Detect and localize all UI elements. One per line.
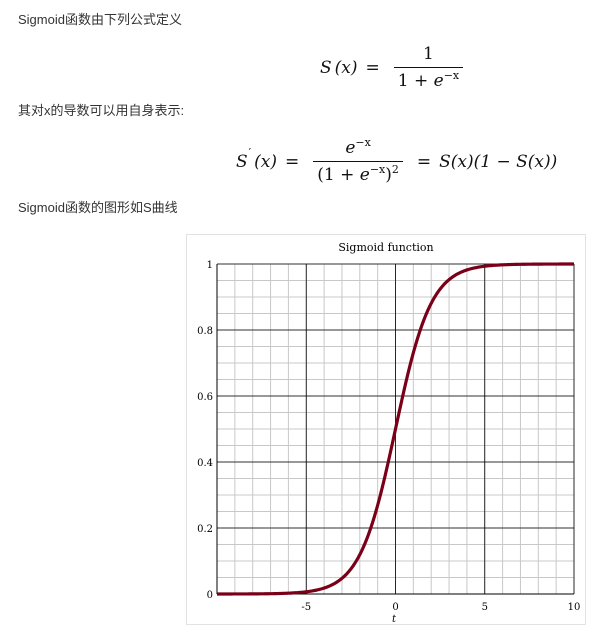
- denominator-term: 1 +: [397, 71, 434, 91]
- derivative-text: 其对x的导数可以用自身表示:: [18, 103, 185, 118]
- exp-power: −x: [369, 163, 386, 176]
- x-axis-label: t: [392, 614, 397, 625]
- square-power: 2: [391, 163, 399, 176]
- formula-lhs-arg: (x): [334, 57, 358, 78]
- y-tick-label: 0.4: [197, 458, 213, 469]
- formula-rhs: S(x)(1 − S(x)): [439, 151, 558, 172]
- derivative-formula: S ′ (x) = e−x (1 + e−x)2 = S(x)(1 − S(x)): [236, 136, 558, 185]
- exp-power: −x: [443, 69, 460, 82]
- formula-lhs: S: [320, 57, 332, 78]
- chart-tick-labels: -5 0 5 10 0 0.2 0.4 0.6 0.8 1: [197, 260, 580, 613]
- fraction-numerator: 1: [423, 44, 434, 64]
- sigmoid-curve: [216, 262, 575, 596]
- exp-base: e: [359, 165, 370, 185]
- fraction-denominator: 1 + e−x: [393, 67, 464, 91]
- equals-sign: =: [285, 151, 300, 172]
- x-tick-label: 5: [482, 602, 488, 613]
- y-tick-label: 1: [207, 260, 213, 271]
- x-tick-label: -5: [301, 602, 311, 613]
- denominator-open: (1 +: [317, 165, 360, 185]
- sigmoid-formula: S (x) = 1 1 + e−x: [320, 44, 469, 91]
- y-tick-label: 0: [207, 590, 213, 601]
- fraction-numerator: e−x: [341, 136, 374, 161]
- x-tick-label: 0: [392, 602, 398, 613]
- prime-mark: ′: [248, 146, 252, 159]
- sigmoid-chart: Sigmoid function -5 0 5 10 0 0.2 0.4 0.6 0.8 1 t: [197, 241, 580, 625]
- chart-series: [216, 262, 575, 596]
- exp-base: e: [345, 138, 356, 158]
- exp-base: e: [433, 71, 444, 91]
- denominator-close: ): [385, 165, 392, 185]
- x-tick-label: 10: [568, 602, 581, 613]
- chart-title: Sigmoid function: [338, 241, 433, 254]
- y-tick-label: 0.8: [197, 326, 213, 337]
- intro-text: Sigmoid函数由下列公式定义: [18, 12, 182, 27]
- exp-power: −x: [355, 136, 371, 149]
- formula-lhs-arg: (x): [254, 151, 278, 172]
- formula-lhs: S: [236, 151, 248, 172]
- y-tick-label: 0.2: [197, 524, 213, 535]
- graph-caption: Sigmoid函数的图形如S曲线: [18, 200, 178, 215]
- equals-sign: =: [365, 57, 380, 78]
- y-tick-label: 0.6: [197, 392, 213, 403]
- equals-sign: =: [416, 151, 432, 172]
- fraction: e−x (1 + e−x)2: [313, 136, 403, 185]
- fraction: 1 1 + e−x: [393, 44, 464, 91]
- fraction-denominator: (1 + e−x)2: [313, 161, 403, 185]
